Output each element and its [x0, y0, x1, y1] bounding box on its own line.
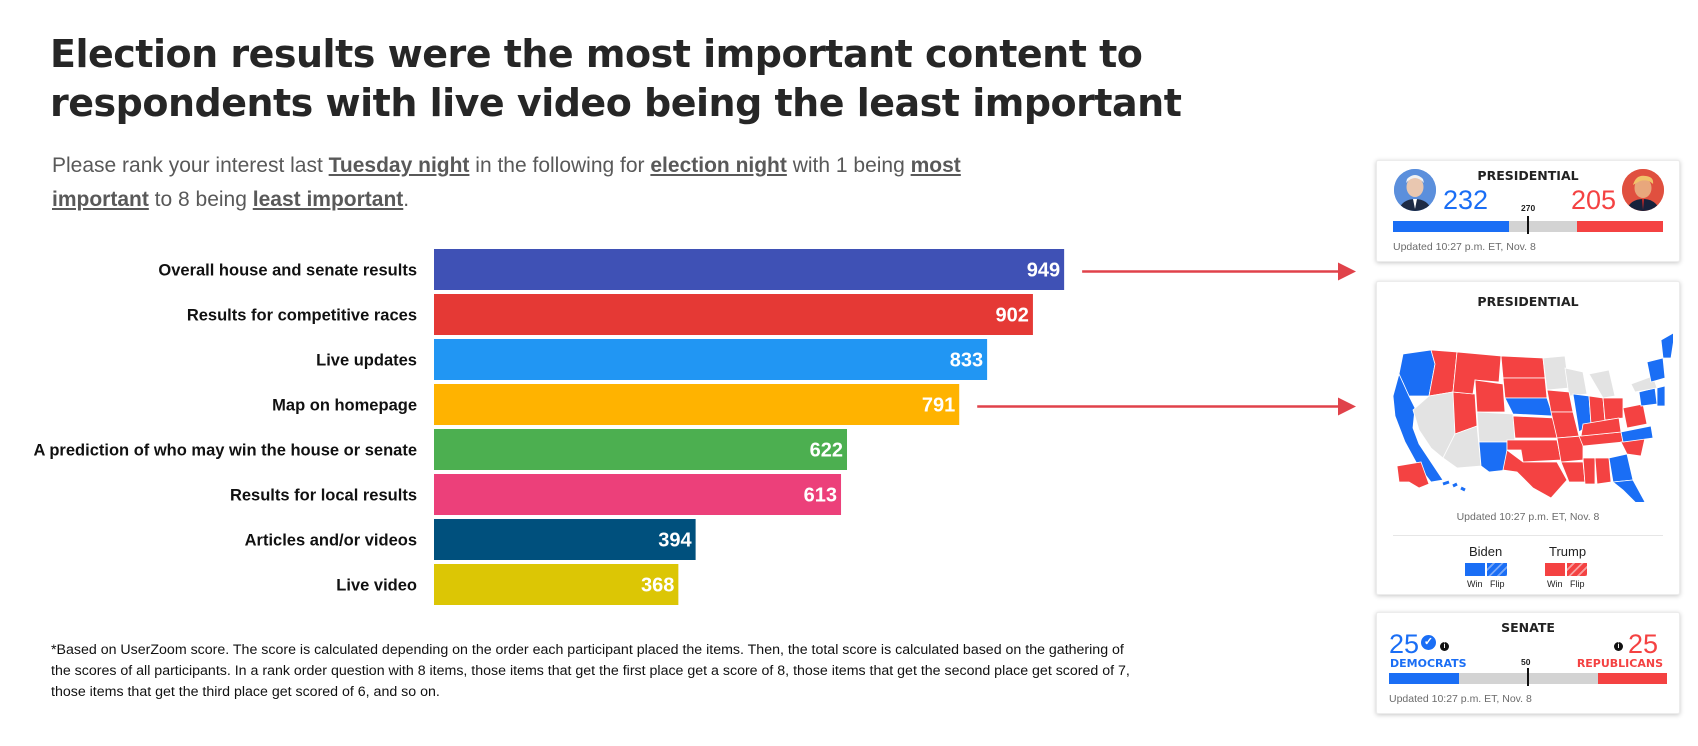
- category-label: Live updates: [316, 352, 417, 370]
- subtitle-emphasis: Tuesday night: [328, 154, 470, 177]
- legend-dem-flip-swatch: [1487, 563, 1507, 576]
- subtitle-text: to 8 being: [148, 188, 253, 211]
- bar: [434, 564, 679, 605]
- category-label: Overall house and senate results: [158, 262, 417, 280]
- divider: [1393, 535, 1663, 536]
- updated-timestamp: Updated 10:27 p.m. ET, Nov. 8: [1393, 241, 1536, 253]
- bar: [434, 339, 988, 380]
- senate-rep-bar: [1597, 673, 1667, 684]
- category-label: Results for local results: [230, 487, 417, 505]
- subtitle-text: with 1 being: [786, 154, 911, 177]
- pointer-arrow-head: [1338, 397, 1356, 416]
- rep-label: REPUBLICANS: [1576, 657, 1663, 670]
- dem-electoral-votes: 232: [1443, 185, 1489, 215]
- subtitle-text: .: [403, 188, 410, 211]
- legend-rep-win-swatch: [1545, 563, 1565, 576]
- threshold-label: 50: [1521, 657, 1531, 667]
- dem-senate-seats: 25: [1389, 629, 1420, 659]
- senate-results-card[interactable]: SENATE 25 ✓ i DEMOCRATS 50 i 25 REPUBLIC…: [1376, 612, 1680, 714]
- category-label: Map on homepage: [272, 397, 417, 415]
- legend-flip-label: Flip: [1490, 579, 1505, 589]
- footnote: *Based on UserZoom score. The score is c…: [51, 642, 1130, 700]
- electoral-rep-bar: [1577, 221, 1663, 232]
- info-icon[interactable]: i: [1440, 642, 1449, 651]
- legend-dem-win-swatch: [1465, 563, 1485, 576]
- legend-win-label: Win: [1467, 579, 1483, 589]
- updated-timestamp: Updated 10:27 p.m. ET, Nov. 8: [1456, 511, 1600, 523]
- value-label: 902: [996, 305, 1029, 327]
- threshold-marker: [1527, 668, 1529, 686]
- legend-flip-label: Flip: [1570, 579, 1585, 589]
- category-label: Articles and/or videos: [245, 532, 417, 550]
- legend-rep-flip-swatch: [1567, 563, 1587, 576]
- info-icon[interactable]: i: [1614, 642, 1623, 651]
- value-label: 833: [950, 350, 983, 372]
- value-label: 394: [658, 530, 692, 552]
- bar: [434, 429, 848, 470]
- bar: [434, 519, 696, 560]
- card-title: SENATE: [1501, 620, 1555, 635]
- value-label: 949: [1027, 260, 1060, 282]
- subtitle-emphasis: election night: [650, 154, 787, 177]
- trump-avatar: [1622, 169, 1664, 211]
- us-election-map[interactable]: [1383, 312, 1673, 502]
- card-title: PRESIDENTIAL: [1477, 294, 1579, 309]
- biden-avatar: [1394, 169, 1436, 211]
- card-title: PRESIDENTIAL: [1477, 168, 1579, 183]
- rep-senate-seats: 25: [1628, 629, 1659, 659]
- bar: [434, 474, 842, 515]
- value-label: 791: [922, 395, 955, 417]
- presidential-results-card[interactable]: PRESIDENTIAL 232 270 205 Updated 10:27 p…: [1376, 160, 1680, 262]
- presidential-map-card[interactable]: PRESIDENTIAL: [1376, 281, 1680, 595]
- bar: [434, 249, 1065, 290]
- subtitle-text: Please rank your interest last: [52, 154, 329, 177]
- bar: [434, 384, 960, 425]
- legend-win-label: Win: [1547, 579, 1563, 589]
- threshold-label: 270: [1521, 203, 1536, 213]
- value-label: 622: [810, 440, 843, 462]
- rep-electoral-votes: 205: [1571, 185, 1617, 215]
- dem-label: DEMOCRATS: [1390, 657, 1467, 670]
- legend-rep-name: Trump: [1549, 544, 1587, 559]
- updated-timestamp: Updated 10:27 p.m. ET, Nov. 8: [1389, 693, 1532, 705]
- electoral-dem-bar: [1393, 221, 1510, 232]
- value-label: 368: [641, 575, 674, 597]
- check-icon: ✓: [1421, 635, 1436, 650]
- bar-chart: Overall house and senate results 949 Resul…: [33, 249, 1356, 605]
- category-label: Results for competitive races: [187, 307, 417, 325]
- subtitle-emphasis: most important: [52, 154, 961, 211]
- chart-title: Election results were the most important…: [50, 32, 1182, 125]
- senate-dem-bar: [1389, 673, 1459, 684]
- threshold-marker: [1527, 216, 1529, 234]
- legend-dem-name: Biden: [1469, 544, 1503, 559]
- value-label: 613: [804, 485, 837, 507]
- pointer-arrow-head: [1338, 262, 1356, 281]
- bar: [434, 294, 1033, 335]
- subtitle-emphasis: least important: [252, 188, 404, 211]
- category-label: Live video: [336, 577, 417, 595]
- subtitle-text: in the following for: [469, 154, 651, 177]
- category-label: A prediction of who may win the house or…: [33, 442, 417, 460]
- chart-subtitle: Please rank your interest last Tuesday n…: [52, 149, 982, 217]
